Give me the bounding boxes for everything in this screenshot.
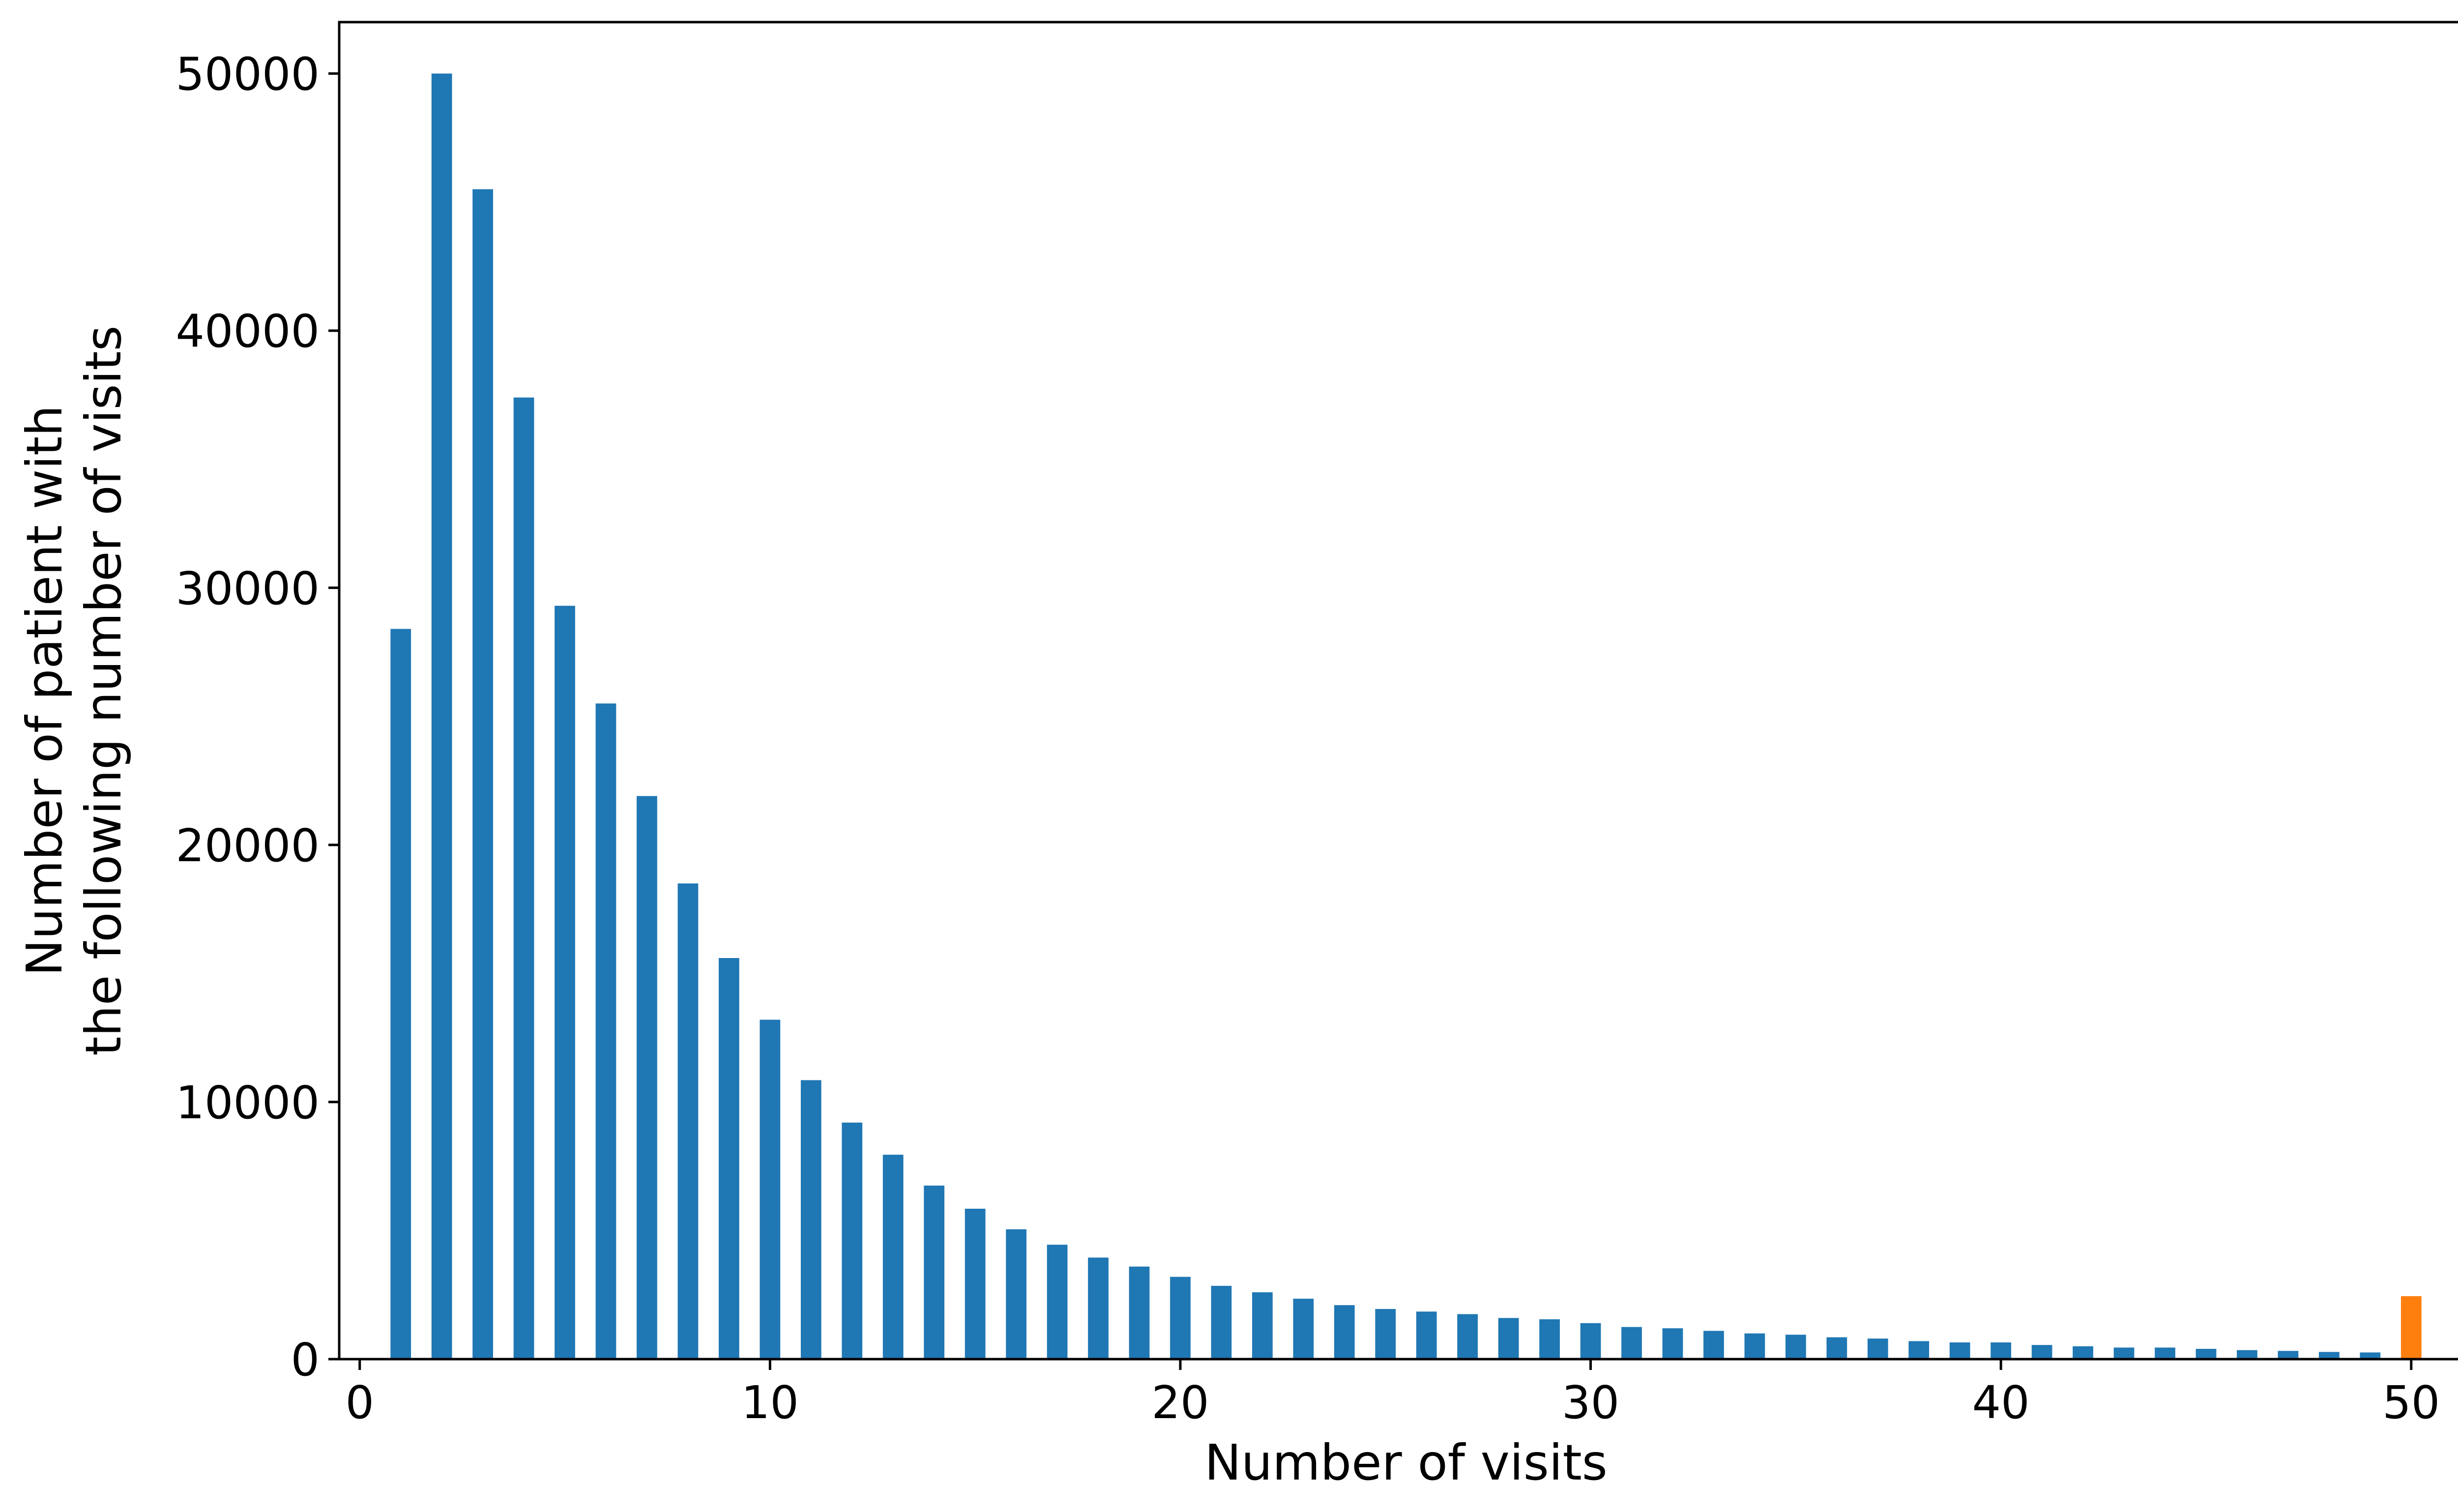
bar-9: [719, 958, 739, 1359]
bar-38: [1908, 1341, 1930, 1359]
bar-23: [1293, 1299, 1314, 1359]
bar-30: [1580, 1323, 1601, 1359]
bar-45: [2195, 1349, 2217, 1359]
bar-37: [1867, 1338, 1888, 1359]
bar-4: [513, 397, 534, 1359]
plot-frame: [338, 21, 2458, 1361]
bar-47: [2278, 1351, 2299, 1359]
bar-22: [1252, 1292, 1273, 1359]
bar-20: [1170, 1277, 1191, 1359]
bar-36: [1826, 1337, 1847, 1359]
bar-35: [1785, 1335, 1806, 1359]
bar-44: [2155, 1347, 2175, 1359]
bar-10: [760, 1019, 781, 1359]
bar-16: [1006, 1229, 1026, 1359]
bar-21: [1211, 1285, 1232, 1359]
y-tick-label-20000: 20000: [176, 819, 320, 872]
bar-41: [2031, 1345, 2052, 1359]
bars-group: [390, 73, 2422, 1359]
bar-39: [1949, 1342, 1970, 1359]
bar-11: [800, 1080, 821, 1359]
y-tick-label-0: 0: [291, 1334, 320, 1386]
bar-50: [2400, 1296, 2422, 1359]
x-tick-label-10: 10: [741, 1376, 799, 1429]
y-axis-ticks: 0 10000 20000 30000 40000 50000: [176, 48, 339, 1386]
bar-17: [1047, 1245, 1068, 1359]
y-tick-label-40000: 40000: [176, 305, 320, 358]
bar-33: [1703, 1331, 1724, 1359]
bar-32: [1662, 1328, 1683, 1359]
y-axis-label-line1: Number of patient with: [16, 405, 73, 976]
bar-14: [924, 1185, 945, 1359]
bar-15: [965, 1209, 986, 1359]
bar-2: [431, 73, 452, 1359]
bar-19: [1129, 1266, 1150, 1359]
bar-46: [2237, 1350, 2257, 1359]
bar-31: [1621, 1327, 1642, 1359]
bar-13: [882, 1155, 904, 1359]
x-axis-label: Number of visits: [1204, 1434, 1608, 1491]
x-tick-label-50: 50: [2382, 1376, 2440, 1429]
bar-26: [1416, 1311, 1437, 1359]
x-tick-label-40: 40: [1972, 1376, 2030, 1429]
bar-42: [2073, 1346, 2093, 1359]
bar-29: [1539, 1319, 1560, 1359]
bar-49: [2360, 1352, 2381, 1359]
bar-40: [1990, 1342, 2012, 1359]
y-tick-label-50000: 50000: [176, 48, 320, 101]
y-tick-label-30000: 30000: [176, 562, 320, 615]
bar-24: [1334, 1305, 1355, 1359]
bar-6: [595, 703, 616, 1359]
bar-43: [2113, 1347, 2135, 1359]
bar-28: [1498, 1318, 1519, 1359]
bar-27: [1457, 1314, 1478, 1359]
bar-5: [555, 606, 575, 1359]
bar-25: [1375, 1309, 1396, 1359]
y-axis-label-line2: the following number of visits: [75, 325, 132, 1056]
bar-12: [842, 1122, 863, 1359]
x-tick-label-0: 0: [345, 1376, 374, 1429]
bar-18: [1088, 1257, 1109, 1359]
bar-3: [472, 189, 493, 1359]
bar-7: [637, 796, 657, 1359]
bar-8: [677, 883, 699, 1359]
x-axis-ticks: 0 10 20 30 40 50: [345, 1359, 2440, 1429]
bar-1: [390, 629, 411, 1359]
y-tick-label-10000: 10000: [176, 1076, 320, 1129]
x-tick-label-20: 20: [1151, 1376, 1209, 1429]
x-tick-label-30: 30: [1562, 1376, 1619, 1429]
bar-34: [1744, 1333, 1765, 1359]
bar-48: [2319, 1352, 2340, 1359]
